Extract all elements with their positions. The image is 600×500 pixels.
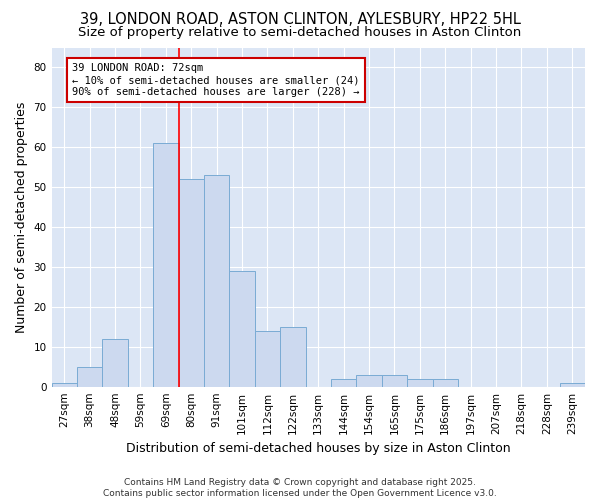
Bar xyxy=(179,179,204,386)
Text: Size of property relative to semi-detached houses in Aston Clinton: Size of property relative to semi-detach… xyxy=(79,26,521,39)
Bar xyxy=(153,144,179,386)
Bar xyxy=(560,382,585,386)
Bar xyxy=(356,374,382,386)
Bar xyxy=(280,327,305,386)
Bar xyxy=(382,374,407,386)
Bar xyxy=(331,378,356,386)
Y-axis label: Number of semi-detached properties: Number of semi-detached properties xyxy=(15,102,28,333)
Text: 39 LONDON ROAD: 72sqm
← 10% of semi-detached houses are smaller (24)
90% of semi: 39 LONDON ROAD: 72sqm ← 10% of semi-deta… xyxy=(72,64,359,96)
Bar xyxy=(52,382,77,386)
Bar xyxy=(255,331,280,386)
Bar xyxy=(229,271,255,386)
X-axis label: Distribution of semi-detached houses by size in Aston Clinton: Distribution of semi-detached houses by … xyxy=(126,442,511,455)
Bar xyxy=(204,175,229,386)
Bar xyxy=(103,339,128,386)
Bar xyxy=(407,378,433,386)
Bar xyxy=(433,378,458,386)
Text: Contains HM Land Registry data © Crown copyright and database right 2025.
Contai: Contains HM Land Registry data © Crown c… xyxy=(103,478,497,498)
Bar xyxy=(77,366,103,386)
Text: 39, LONDON ROAD, ASTON CLINTON, AYLESBURY, HP22 5HL: 39, LONDON ROAD, ASTON CLINTON, AYLESBUR… xyxy=(80,12,520,28)
